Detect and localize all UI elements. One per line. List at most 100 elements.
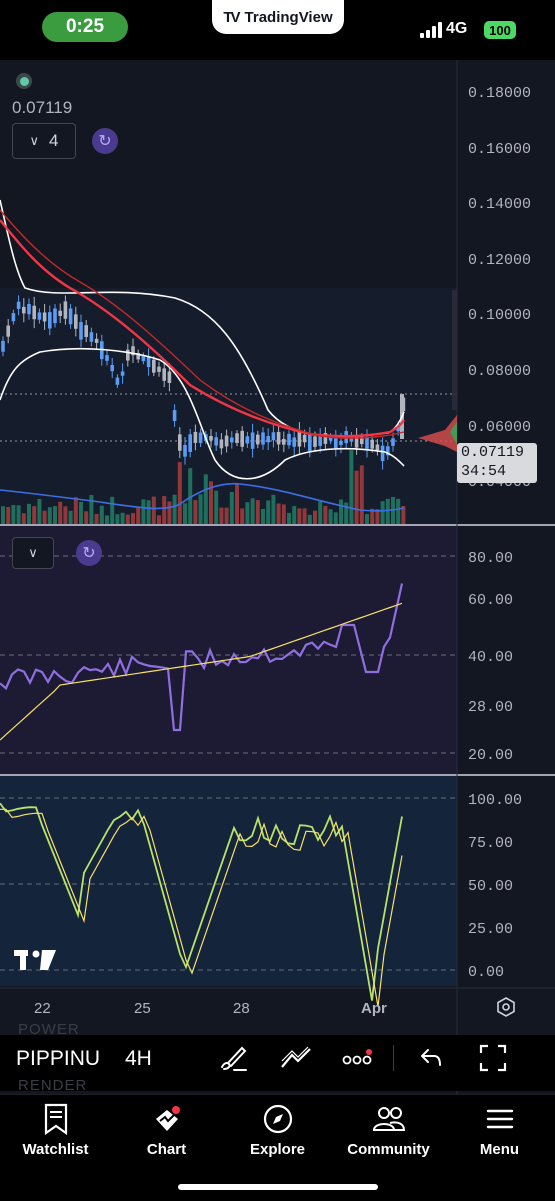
volume-bar [110, 497, 114, 524]
candle [246, 436, 250, 443]
candle [277, 432, 281, 445]
price-axis-label: 0.08000 [468, 363, 531, 380]
rsi-axis-label: 40.00 [468, 649, 513, 666]
chart-area[interactable]: 0.18000 0.16000 0.14000 0.12000 0.10000 … [0, 60, 555, 1095]
bookmark-icon [44, 1101, 68, 1137]
candle [84, 325, 88, 337]
volume-bar [199, 494, 203, 524]
ghost-symbol-top: POWER [18, 1021, 80, 1038]
candle [251, 432, 255, 448]
interval-button[interactable]: 4H [125, 1047, 152, 1071]
price-axis-label: 0.06000 [468, 419, 531, 436]
more-options-icon[interactable] [342, 1049, 374, 1069]
toolbar-divider [393, 1045, 394, 1071]
candle [370, 440, 374, 449]
candle [95, 339, 99, 343]
candle [162, 368, 166, 380]
candle [43, 312, 47, 321]
chart-settings-icon[interactable] [498, 998, 514, 1016]
time-axis[interactable]: 22 25 28 Apr [34, 1000, 387, 1017]
tab-explore[interactable]: Explore [222, 1101, 333, 1158]
tab-watchlist[interactable]: Watchlist [0, 1101, 111, 1158]
menu-icon [486, 1101, 514, 1137]
candle [79, 322, 83, 340]
volume-bar [121, 513, 125, 524]
candle [22, 307, 26, 313]
volume-bar [355, 471, 359, 524]
price-axis-label: 0.10000 [468, 307, 531, 324]
rsi-axis[interactable]: 80.00 60.00 40.00 28.00 20.00 [468, 550, 513, 764]
volume-bar [323, 506, 327, 524]
chart-canvas[interactable]: 0.18000 0.16000 0.14000 0.12000 0.10000 … [0, 60, 555, 1095]
candle [152, 360, 156, 373]
stoch-axis[interactable]: 100.00 75.00 50.00 25.00 0.00 [468, 792, 522, 981]
candle [58, 311, 62, 316]
tab-label: Community [347, 1141, 430, 1158]
volume-bar [339, 499, 343, 524]
volume-bar [136, 507, 140, 524]
candle [365, 438, 369, 449]
volume-bar [89, 495, 93, 524]
rsi-axis-label: 60.00 [468, 592, 513, 609]
tab-community[interactable]: Community [333, 1101, 444, 1158]
brush-icon[interactable] [216, 1043, 250, 1073]
volume-bar [365, 514, 369, 524]
candle [334, 438, 338, 448]
volume-bar [230, 492, 234, 524]
volume-bar [277, 504, 281, 524]
indicators-collapse-button[interactable]: ∨ 4 [12, 123, 76, 159]
volume-bar [32, 506, 36, 524]
tab-label: Explore [250, 1141, 305, 1158]
tab-chart[interactable]: Chart [111, 1101, 222, 1158]
candle [12, 313, 16, 321]
volume-bar [1, 506, 5, 524]
network-type: 4G [446, 20, 467, 38]
volume-bar [251, 498, 255, 524]
volume-bar [297, 508, 301, 524]
candle [1, 341, 5, 352]
symbol-button[interactable]: PIPPINU [16, 1047, 100, 1071]
date-label: 28 [233, 1000, 250, 1017]
tradingview-banner[interactable]: TV TradingView [212, 0, 344, 34]
people-icon [372, 1101, 406, 1137]
fullscreen-icon[interactable] [478, 1043, 508, 1073]
tradingview-brand: TradingView [245, 9, 333, 26]
volume-bar [37, 499, 41, 524]
volume-bar [183, 503, 187, 524]
volume-bar [162, 496, 166, 524]
candle [199, 433, 203, 444]
refresh-icon[interactable]: ↻ [92, 128, 118, 154]
candle [178, 434, 182, 450]
volume-bar [204, 474, 208, 524]
candle [313, 436, 317, 446]
tab-menu[interactable]: Menu [444, 1101, 555, 1158]
volume-bar [58, 502, 62, 524]
date-label: 25 [134, 1000, 151, 1017]
candle [157, 367, 161, 372]
undo-icon[interactable] [418, 1047, 444, 1069]
volume-bar [167, 501, 171, 524]
price-axis[interactable]: 0.18000 0.16000 0.14000 0.12000 0.10000 … [468, 85, 531, 491]
candle [194, 432, 198, 443]
candle [69, 308, 73, 324]
rsi-collapse-button[interactable]: ∨ [12, 537, 54, 569]
rsi-refresh-icon[interactable]: ↻ [76, 540, 102, 566]
volume-bar [69, 511, 73, 524]
candle [303, 435, 307, 442]
volume-bar [147, 500, 151, 524]
volume-bar [53, 506, 57, 524]
volume-bar [84, 511, 88, 524]
rsi-pane[interactable] [0, 525, 457, 775]
candle [48, 312, 52, 328]
candle [225, 436, 229, 447]
candle [292, 437, 296, 446]
candle [53, 309, 57, 324]
volume-bar [282, 504, 286, 524]
volume-bar [318, 501, 322, 524]
drawing-tools-icon[interactable] [280, 1045, 314, 1071]
volume-bar [313, 511, 317, 524]
volume-bar [266, 500, 270, 524]
rsi-axis-label: 28.00 [468, 699, 513, 716]
stoch-axis-label: 0.00 [468, 964, 504, 981]
chevron-down-icon: ∨ [28, 545, 38, 561]
